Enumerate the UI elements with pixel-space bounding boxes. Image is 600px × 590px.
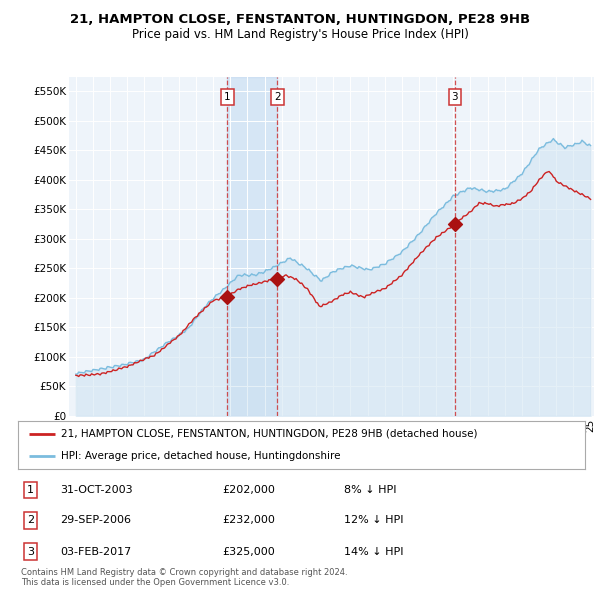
Text: 21, HAMPTON CLOSE, FENSTANTON, HUNTINGDON, PE28 9HB: 21, HAMPTON CLOSE, FENSTANTON, HUNTINGDO… bbox=[70, 13, 530, 26]
Text: 3: 3 bbox=[451, 92, 458, 102]
Text: Contains HM Land Registry data © Crown copyright and database right 2024.: Contains HM Land Registry data © Crown c… bbox=[21, 568, 347, 576]
Point bbox=[450, 219, 460, 229]
Text: 1: 1 bbox=[27, 486, 34, 495]
Text: £202,000: £202,000 bbox=[222, 486, 275, 495]
Text: Price paid vs. HM Land Registry's House Price Index (HPI): Price paid vs. HM Land Registry's House … bbox=[131, 28, 469, 41]
Text: HPI: Average price, detached house, Huntingdonshire: HPI: Average price, detached house, Hunt… bbox=[61, 451, 340, 461]
Text: 2: 2 bbox=[274, 92, 281, 102]
Text: This data is licensed under the Open Government Licence v3.0.: This data is licensed under the Open Gov… bbox=[21, 578, 289, 587]
Text: £325,000: £325,000 bbox=[222, 546, 275, 556]
Point bbox=[223, 292, 232, 301]
Text: 21, HAMPTON CLOSE, FENSTANTON, HUNTINGDON, PE28 9HB (detached house): 21, HAMPTON CLOSE, FENSTANTON, HUNTINGDO… bbox=[61, 429, 477, 439]
Text: 14% ↓ HPI: 14% ↓ HPI bbox=[344, 546, 404, 556]
Text: 29-SEP-2006: 29-SEP-2006 bbox=[61, 516, 131, 526]
Text: 12% ↓ HPI: 12% ↓ HPI bbox=[344, 516, 404, 526]
Text: 1: 1 bbox=[224, 92, 231, 102]
Text: 31-OCT-2003: 31-OCT-2003 bbox=[61, 486, 133, 495]
Text: £232,000: £232,000 bbox=[222, 516, 275, 526]
Text: 2: 2 bbox=[27, 516, 34, 526]
Text: 03-FEB-2017: 03-FEB-2017 bbox=[61, 546, 132, 556]
Text: 3: 3 bbox=[27, 546, 34, 556]
Point bbox=[272, 274, 282, 284]
Text: 8% ↓ HPI: 8% ↓ HPI bbox=[344, 486, 397, 495]
Bar bbox=[227, 77, 277, 416]
